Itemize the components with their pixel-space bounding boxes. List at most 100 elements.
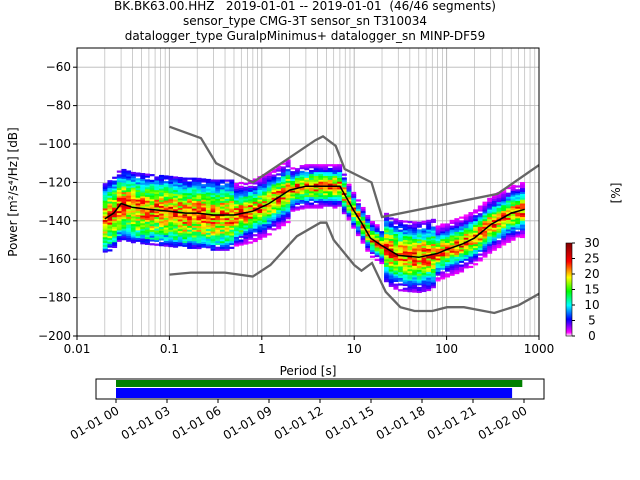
density-cell — [130, 189, 136, 192]
density-cell — [116, 233, 122, 237]
density-cell — [173, 199, 179, 202]
density-cell — [234, 202, 240, 205]
density-cell — [459, 254, 465, 258]
density-cell — [154, 243, 160, 246]
density-cell — [243, 223, 249, 226]
density-cell — [369, 246, 375, 249]
density-cell — [519, 220, 525, 223]
density-cell — [144, 187, 150, 190]
density-cell — [468, 244, 474, 247]
density-cell — [430, 274, 436, 277]
density-cell — [243, 242, 249, 245]
density-cell — [205, 211, 211, 214]
density-cell — [398, 225, 404, 229]
density-cell — [463, 237, 469, 240]
density-cell — [482, 222, 488, 225]
density-cell — [294, 196, 300, 200]
density-cell — [276, 186, 282, 189]
density-cell — [304, 204, 310, 207]
density-cell — [262, 227, 268, 231]
density-cell — [351, 195, 357, 198]
density-cell — [144, 175, 150, 178]
density-cell — [440, 261, 446, 265]
density-cell — [491, 225, 497, 228]
density-cell — [323, 168, 329, 171]
colorbar-tick-label: 15 — [584, 283, 599, 297]
density-cell — [168, 218, 174, 221]
density-cell — [482, 247, 488, 250]
density-cell — [496, 240, 502, 243]
density-cell — [182, 223, 188, 226]
density-cell — [355, 207, 361, 210]
density-cell — [130, 237, 136, 240]
density-cell — [459, 228, 465, 231]
density-cell — [496, 209, 502, 212]
density-cell — [454, 237, 460, 240]
density-cell — [130, 223, 136, 226]
density-cell — [182, 219, 188, 222]
density-cell — [234, 234, 240, 237]
density-cell — [187, 202, 193, 205]
density-cell — [360, 214, 366, 217]
noise-model-nhnm — [169, 125, 539, 219]
density-cell — [248, 222, 254, 225]
density-cell — [271, 168, 277, 171]
density-cell — [112, 197, 118, 201]
density-cell — [144, 221, 150, 224]
density-cell — [290, 194, 296, 197]
y-tick-label: −80 — [46, 99, 71, 113]
density-cell — [388, 259, 394, 262]
density-cell — [112, 184, 118, 187]
density-cell — [398, 269, 404, 273]
density-cell — [187, 242, 193, 246]
density-cell — [205, 194, 211, 197]
density-cell — [191, 231, 197, 234]
density-cell — [398, 279, 404, 282]
density-cell — [262, 189, 268, 192]
density-cell — [112, 193, 118, 197]
density-cell — [229, 204, 235, 207]
density-cell — [388, 265, 394, 268]
density-cell — [187, 225, 193, 228]
density-cell — [402, 245, 408, 248]
density-cell — [501, 218, 507, 221]
density-cell — [318, 194, 324, 198]
density-cell — [412, 290, 418, 293]
density-cell — [351, 207, 357, 210]
density-cell — [191, 210, 197, 213]
density-cell — [102, 236, 108, 240]
density-cell — [168, 195, 174, 198]
density-cell — [416, 254, 422, 257]
density-cell — [365, 214, 371, 218]
density-cell — [332, 173, 338, 176]
density-cell — [276, 190, 282, 193]
density-cell — [487, 243, 493, 247]
density-cell — [121, 230, 127, 233]
density-cell — [341, 200, 347, 203]
density-cell — [173, 214, 179, 218]
density-cell — [421, 274, 427, 277]
density-cell — [276, 209, 282, 213]
density-cell — [191, 225, 197, 228]
density-cell — [205, 190, 211, 193]
density-cell — [313, 206, 319, 209]
density-cell — [313, 166, 319, 169]
density-cell — [135, 224, 141, 227]
density-cell — [154, 239, 160, 242]
density-cell — [388, 238, 394, 241]
density-cell — [393, 274, 399, 277]
density-cell — [426, 244, 432, 247]
density-cell — [248, 220, 254, 223]
density-cell — [309, 194, 315, 198]
density-cell — [351, 205, 357, 208]
density-cell — [365, 241, 371, 245]
density-cell — [487, 199, 493, 202]
density-cell — [426, 221, 432, 224]
density-cell — [360, 218, 366, 221]
density-cell — [290, 180, 296, 183]
density-cell — [116, 189, 122, 192]
density-cell — [416, 244, 422, 247]
density-cell — [224, 217, 230, 221]
density-cell — [482, 243, 488, 247]
density-cell — [177, 209, 183, 212]
